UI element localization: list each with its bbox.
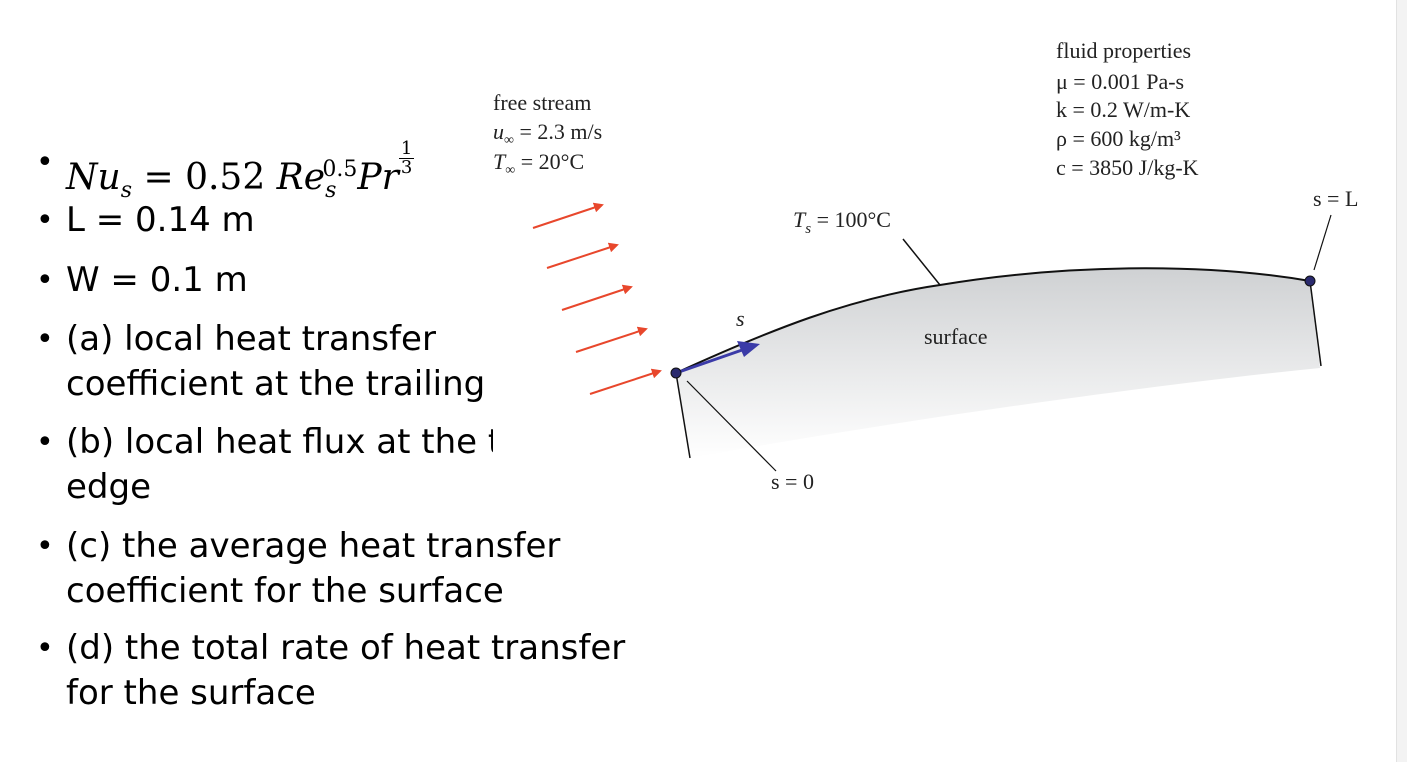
flow-arrows: [532, 202, 662, 395]
flow-arrow-icon: [546, 242, 619, 269]
s-label: s: [736, 306, 745, 331]
trailing-edge-line: [1309, 280, 1322, 367]
bullet-text: for the surface: [66, 673, 316, 713]
fluid-density: ρ = 600 kg/m³: [1056, 126, 1181, 151]
bullet-dot: •: [36, 145, 54, 180]
flow-arrow-icon: [532, 202, 604, 229]
bullet-text: (b) local heat flux at the t: [66, 422, 502, 462]
bullet-dot: •: [36, 322, 54, 357]
bullet-text: (d) the total rate of heat transfer: [66, 628, 626, 668]
bullet-text: L = 0.14 m: [66, 200, 255, 240]
surface-body: [676, 268, 1320, 458]
s0-leader-line: [686, 380, 777, 472]
bullet-text: W = 0.1 m: [66, 260, 248, 300]
bullet-text: coefficient for the surface: [66, 571, 504, 611]
bullet-text: (a) local heat transfer: [66, 319, 436, 359]
surface-top-curve: [675, 267, 1311, 374]
end-point-dot: [1304, 275, 1316, 287]
fluid-viscosity: μ = 0.001 Pa-s: [1056, 69, 1184, 94]
bullet-dot: •: [36, 529, 54, 564]
sL-leader-line: [1313, 214, 1332, 271]
sL-label: s = L: [1313, 186, 1358, 211]
vertical-scrollbar[interactable]: [1396, 0, 1407, 762]
leading-edge-line: [675, 372, 691, 459]
flow-arrow-icon: [561, 284, 633, 311]
surface-temperature: Ts = 100°C: [793, 207, 891, 237]
fluid-conductivity: k = 0.2 W/m-K: [1056, 97, 1190, 122]
s0-label: s = 0: [771, 469, 814, 494]
bullet-dot: •: [36, 425, 54, 460]
bullet-dot: •: [36, 263, 54, 298]
bullet-text: (c) the average heat transfer: [66, 526, 561, 566]
fluid-properties-title: fluid properties: [1056, 38, 1191, 63]
start-point-dot: [670, 367, 682, 379]
nusselt-equation: Nus = 0.52 Res0.5Pr 1 3: [66, 138, 415, 204]
heat-transfer-diagram: free stream u∞ = 2.3 m/s T∞ = 20°C fluid…: [493, 38, 1358, 494]
diagram-background: [493, 330, 633, 460]
free-stream-temperature: T∞ = 20°C: [493, 149, 584, 178]
bullet-list: • Nus = 0.52 Res0.5Pr 1 3 • L = 0.14 m • W…: [36, 0, 676, 762]
flow-arrow-icon: [589, 368, 662, 395]
bullet-text: edge: [66, 467, 151, 507]
ts-leader-line: [902, 238, 941, 286]
bullet-dot: •: [36, 631, 54, 666]
free-stream-title: free stream: [493, 90, 591, 115]
free-stream-velocity: u∞ = 2.3 m/s: [493, 119, 602, 148]
bullet-dot: •: [36, 203, 54, 238]
surface-label: surface: [924, 324, 988, 349]
flow-arrow-icon: [575, 326, 648, 353]
s-arrowhead-icon: [737, 341, 760, 357]
s-direction-arrow: [675, 347, 746, 375]
bullet-text: coefficient at the trailing: [66, 364, 486, 404]
fluid-specific-heat: c = 3850 J/kg-K: [1056, 155, 1199, 180]
